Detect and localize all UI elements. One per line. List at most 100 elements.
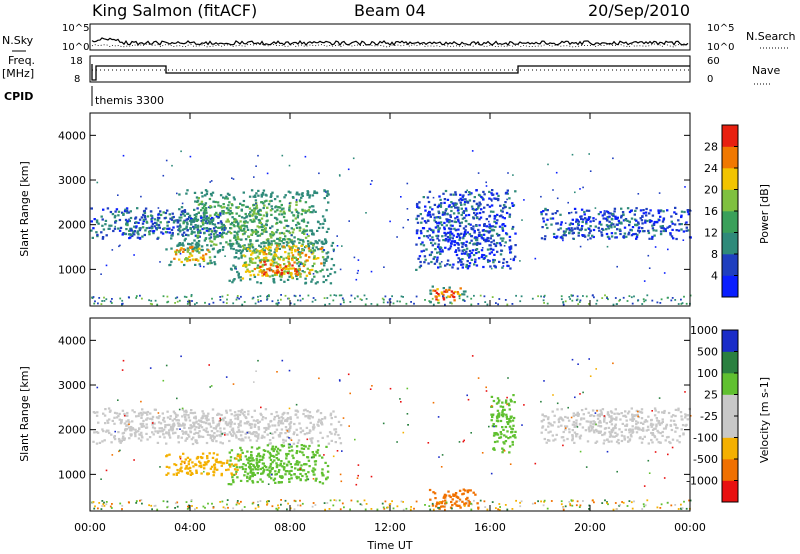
data-cell [326,464,330,468]
data-cell [185,221,189,224]
data-cell [289,443,291,446]
data-cell [142,213,145,216]
data-cell [578,422,582,426]
data-cell [288,437,290,439]
data-cell [143,214,146,218]
data-cell [176,300,179,303]
data-cell [469,223,472,226]
data-cell [192,258,195,261]
data-cell [263,245,266,248]
data-cell [590,429,593,432]
data-cell [280,203,283,207]
data-cell [415,217,418,221]
data-cell [295,210,299,213]
data-cell [382,298,385,301]
data-cell [180,460,184,463]
data-cell [391,295,393,298]
data-cell [179,213,183,216]
data-cell [334,430,338,434]
data-cell [326,268,329,271]
data-cell [291,454,294,457]
data-cell [290,274,293,277]
data-cell [550,500,553,502]
data-cell [312,297,315,299]
data-cell [641,215,644,218]
data-cell [306,191,310,194]
data-cell [439,252,442,255]
data-cell [224,434,226,436]
data-cell [556,408,559,411]
data-cell [278,258,281,261]
data-cell [657,211,661,215]
data-cell [606,502,608,504]
data-cell [444,234,447,237]
data-cell [255,165,257,167]
data-cell [221,500,224,503]
data-cell [669,424,673,427]
data-cell [305,245,308,248]
data-cell [203,421,206,424]
data-cell [569,298,571,300]
data-cell [543,380,545,382]
data-cell [504,241,507,244]
data-cell [255,439,259,442]
data-cell [400,401,402,403]
data-cell [474,493,477,496]
data-cell [322,280,325,284]
data-cell [631,419,634,422]
data-cell [574,191,576,194]
data-cell [311,278,314,281]
data-cell [125,424,128,427]
data-cell [449,495,452,499]
data-cell [356,295,359,298]
data-cell [187,467,190,470]
data-cell [110,441,113,444]
data-cell [210,261,213,265]
data-cell [257,209,260,212]
data-cell [551,212,554,215]
data-cell [265,273,268,276]
data-cell [261,192,265,195]
data-cell [507,172,509,174]
data-cell [265,253,268,256]
data-cell [481,237,484,240]
data-cell [162,419,165,422]
data-cell [117,210,121,213]
data-cell [600,231,603,234]
data-cell [678,223,681,226]
data-cell [257,435,260,438]
data-cell [544,223,548,226]
data-cell [225,232,228,235]
data-cell [619,298,621,301]
data-cell [149,367,152,369]
data-cell [491,234,494,237]
data-cell [329,412,333,415]
data-cell [496,213,499,216]
data-cell [174,463,178,467]
data-cell [284,265,288,268]
data-cell [662,427,666,430]
data-cell [230,449,234,452]
data-cell [486,508,489,511]
data-cell [438,501,441,503]
data-cell [257,465,260,468]
data-cell [661,420,664,423]
data-cell [682,230,686,233]
data-cell [319,412,323,415]
data-cell [228,451,231,454]
data-cell [450,500,453,504]
data-cell [637,427,641,430]
data-cell [427,219,430,222]
data-cell [502,408,505,411]
data-cell [340,480,343,483]
data-cell [501,216,504,219]
data-cell [643,300,646,303]
data-cell [261,193,264,196]
data-cell [642,422,645,425]
data-cell [215,440,218,443]
data-cell [338,174,341,176]
data-cell [222,506,225,509]
data-cell [470,508,473,511]
data-cell [123,437,126,440]
data-cell [436,251,439,254]
